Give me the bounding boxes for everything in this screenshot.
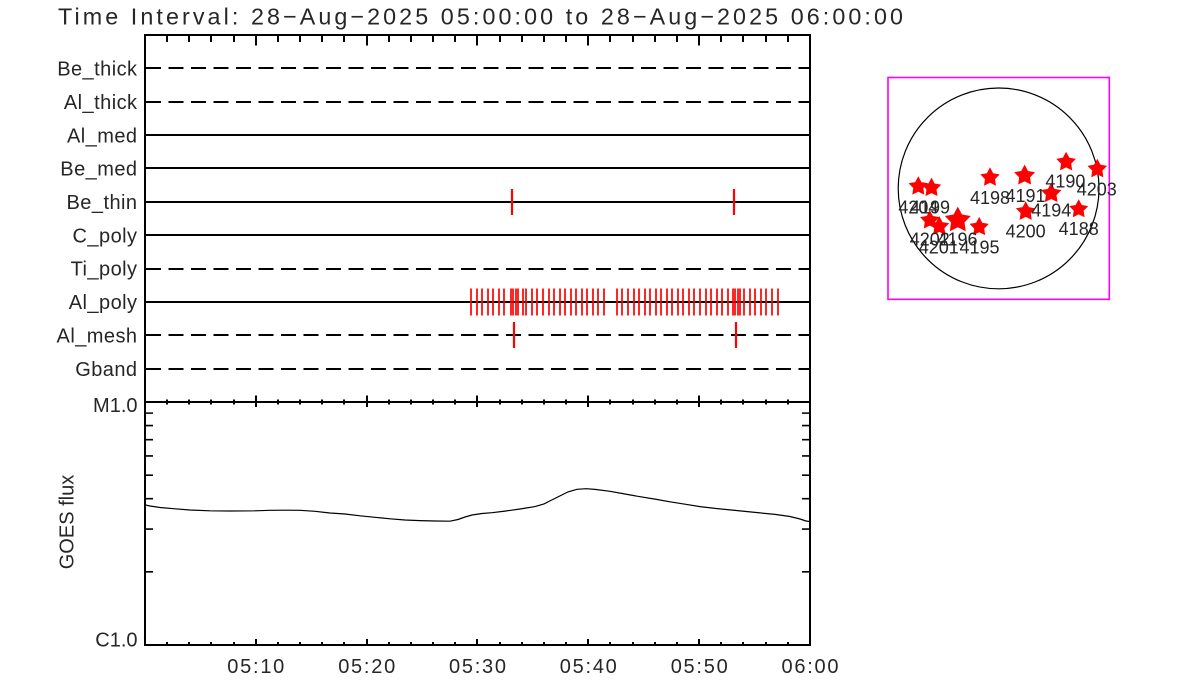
svg-text:4202: 4202 xyxy=(910,230,950,250)
svg-text:Al_mesh: Al_mesh xyxy=(57,326,138,348)
svg-text:Be_med: Be_med xyxy=(60,159,137,181)
svg-text:4196: 4196 xyxy=(937,230,977,250)
svg-text:Al_thick: Al_thick xyxy=(64,92,138,114)
svg-text:4203: 4203 xyxy=(1077,180,1117,200)
svg-text:GOES flux: GOES flux xyxy=(57,475,79,569)
svg-text:Al_poly: Al_poly xyxy=(69,292,138,314)
svg-text:4188: 4188 xyxy=(1059,219,1099,239)
svg-text:06:00: 06:00 xyxy=(782,656,839,678)
svg-text:4200: 4200 xyxy=(1006,221,1046,241)
svg-text:M1.0: M1.0 xyxy=(93,395,137,417)
svg-text:05:10: 05:10 xyxy=(227,656,284,678)
svg-text:C1.0: C1.0 xyxy=(95,630,137,652)
svg-text:4199: 4199 xyxy=(910,198,950,218)
svg-text:Al_med: Al_med xyxy=(67,125,138,147)
svg-text:Gband: Gband xyxy=(75,359,137,381)
svg-text:4201: 4201 xyxy=(919,238,959,258)
svg-text:4204: 4204 xyxy=(898,198,938,218)
svg-text:4191: 4191 xyxy=(1005,186,1045,206)
svg-text:Be_thick: Be_thick xyxy=(57,59,138,81)
svg-text:Be_thin: Be_thin xyxy=(67,192,138,214)
svg-text:4190: 4190 xyxy=(1045,172,1085,192)
svg-text:4195: 4195 xyxy=(959,238,999,258)
svg-text:C_poly: C_poly xyxy=(73,225,138,247)
svg-text:05:50: 05:50 xyxy=(671,656,728,678)
svg-text:Ti_poly: Ti_poly xyxy=(71,259,138,281)
svg-text:05:40: 05:40 xyxy=(560,656,617,678)
svg-text:05:20: 05:20 xyxy=(338,656,395,678)
svg-text:4198: 4198 xyxy=(970,188,1010,208)
svg-text:05:30: 05:30 xyxy=(449,656,506,678)
svg-text:4194: 4194 xyxy=(1031,200,1071,220)
